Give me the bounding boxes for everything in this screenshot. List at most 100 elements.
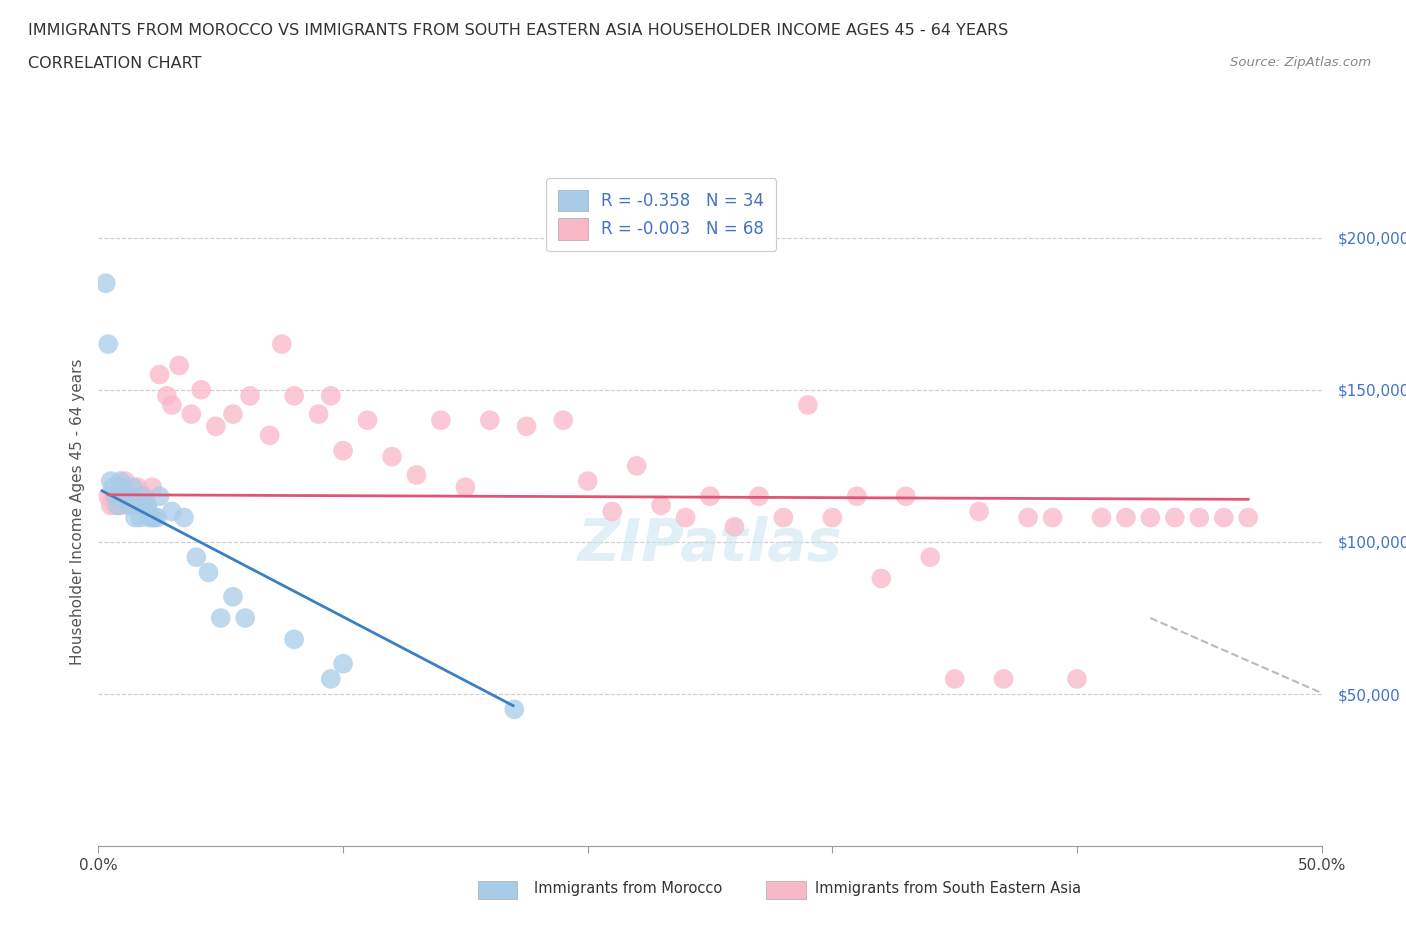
Point [134, 489, 156, 504]
Point [772, 511, 794, 525]
Point [97, 337, 120, 352]
Point [283, 631, 305, 646]
Point [127, 498, 149, 512]
Point [149, 367, 172, 382]
Point [97, 489, 120, 504]
Point [723, 519, 745, 534]
Point [1188, 511, 1211, 525]
Point [173, 511, 195, 525]
Point [699, 489, 721, 504]
Point [1237, 511, 1260, 525]
Point [332, 657, 354, 671]
Point [283, 389, 305, 404]
Point [319, 389, 342, 404]
Point [478, 413, 501, 428]
Point [127, 480, 149, 495]
Point [319, 671, 342, 686]
Point [149, 489, 172, 504]
Point [94, 276, 117, 291]
Point [576, 473, 599, 488]
Point [943, 671, 966, 686]
Point [114, 489, 136, 504]
Point [167, 358, 190, 373]
Point [553, 413, 575, 428]
Point [1090, 511, 1112, 525]
Point [430, 413, 453, 428]
Point [110, 473, 132, 488]
Point [117, 498, 139, 512]
Point [100, 498, 122, 512]
Text: ZIPatlas: ZIPatlas [578, 516, 842, 574]
Point [993, 671, 1015, 686]
Point [503, 702, 526, 717]
Point [1139, 511, 1161, 525]
Point [190, 382, 212, 397]
Point [356, 413, 378, 428]
Point [1164, 511, 1187, 525]
Point [920, 550, 942, 565]
Text: Immigrants from Morocco: Immigrants from Morocco [534, 881, 723, 896]
Point [270, 337, 294, 352]
Point [134, 498, 156, 512]
Point [197, 565, 219, 579]
Point [121, 480, 143, 495]
Point [111, 480, 134, 495]
Text: Source: ZipAtlas.com: Source: ZipAtlas.com [1230, 56, 1371, 69]
Point [136, 498, 159, 512]
Point [205, 418, 228, 433]
Text: CORRELATION CHART: CORRELATION CHART [28, 56, 201, 71]
Text: IMMIGRANTS FROM MOROCCO VS IMMIGRANTS FROM SOUTH EASTERN ASIA HOUSEHOLDER INCOME: IMMIGRANTS FROM MOROCCO VS IMMIGRANTS FR… [28, 23, 1008, 38]
Point [675, 511, 697, 525]
Text: Immigrants from South Eastern Asia: Immigrants from South Eastern Asia [815, 881, 1081, 896]
Point [131, 498, 153, 512]
Point [186, 550, 208, 565]
Point [332, 444, 354, 458]
Point [1066, 671, 1088, 686]
Point [308, 406, 330, 421]
Point [146, 511, 169, 525]
Point [160, 504, 183, 519]
Point [121, 498, 143, 512]
Point [894, 489, 917, 504]
Point [381, 449, 404, 464]
Point [821, 511, 844, 525]
Point [870, 571, 893, 586]
Point [845, 489, 868, 504]
Point [141, 480, 163, 495]
Point [129, 498, 152, 512]
Point [239, 389, 262, 404]
Point [101, 489, 124, 504]
Point [104, 498, 127, 512]
Legend: R = -0.358   N = 34, R = -0.003   N = 68: R = -0.358 N = 34, R = -0.003 N = 68 [547, 179, 776, 251]
Point [114, 473, 136, 488]
Point [143, 511, 166, 525]
Point [129, 511, 152, 525]
Point [101, 480, 124, 495]
Point [967, 504, 990, 519]
Point [104, 489, 127, 504]
Point [100, 473, 122, 488]
Point [454, 480, 477, 495]
Point [131, 489, 153, 504]
Point [209, 611, 232, 626]
Point [160, 397, 183, 412]
Point [180, 406, 202, 421]
Point [233, 611, 256, 626]
Point [1017, 511, 1039, 525]
Point [107, 489, 129, 504]
Point [124, 511, 146, 525]
Point [222, 406, 245, 421]
Point [259, 428, 281, 443]
Point [141, 511, 163, 525]
Point [222, 590, 245, 604]
Point [136, 498, 159, 512]
Point [797, 397, 820, 412]
Point [1212, 511, 1234, 525]
Point [111, 480, 134, 495]
Point [650, 498, 672, 512]
Point [110, 498, 132, 512]
Point [515, 418, 537, 433]
Point [139, 511, 162, 525]
Point [1115, 511, 1137, 525]
Point [748, 489, 770, 504]
